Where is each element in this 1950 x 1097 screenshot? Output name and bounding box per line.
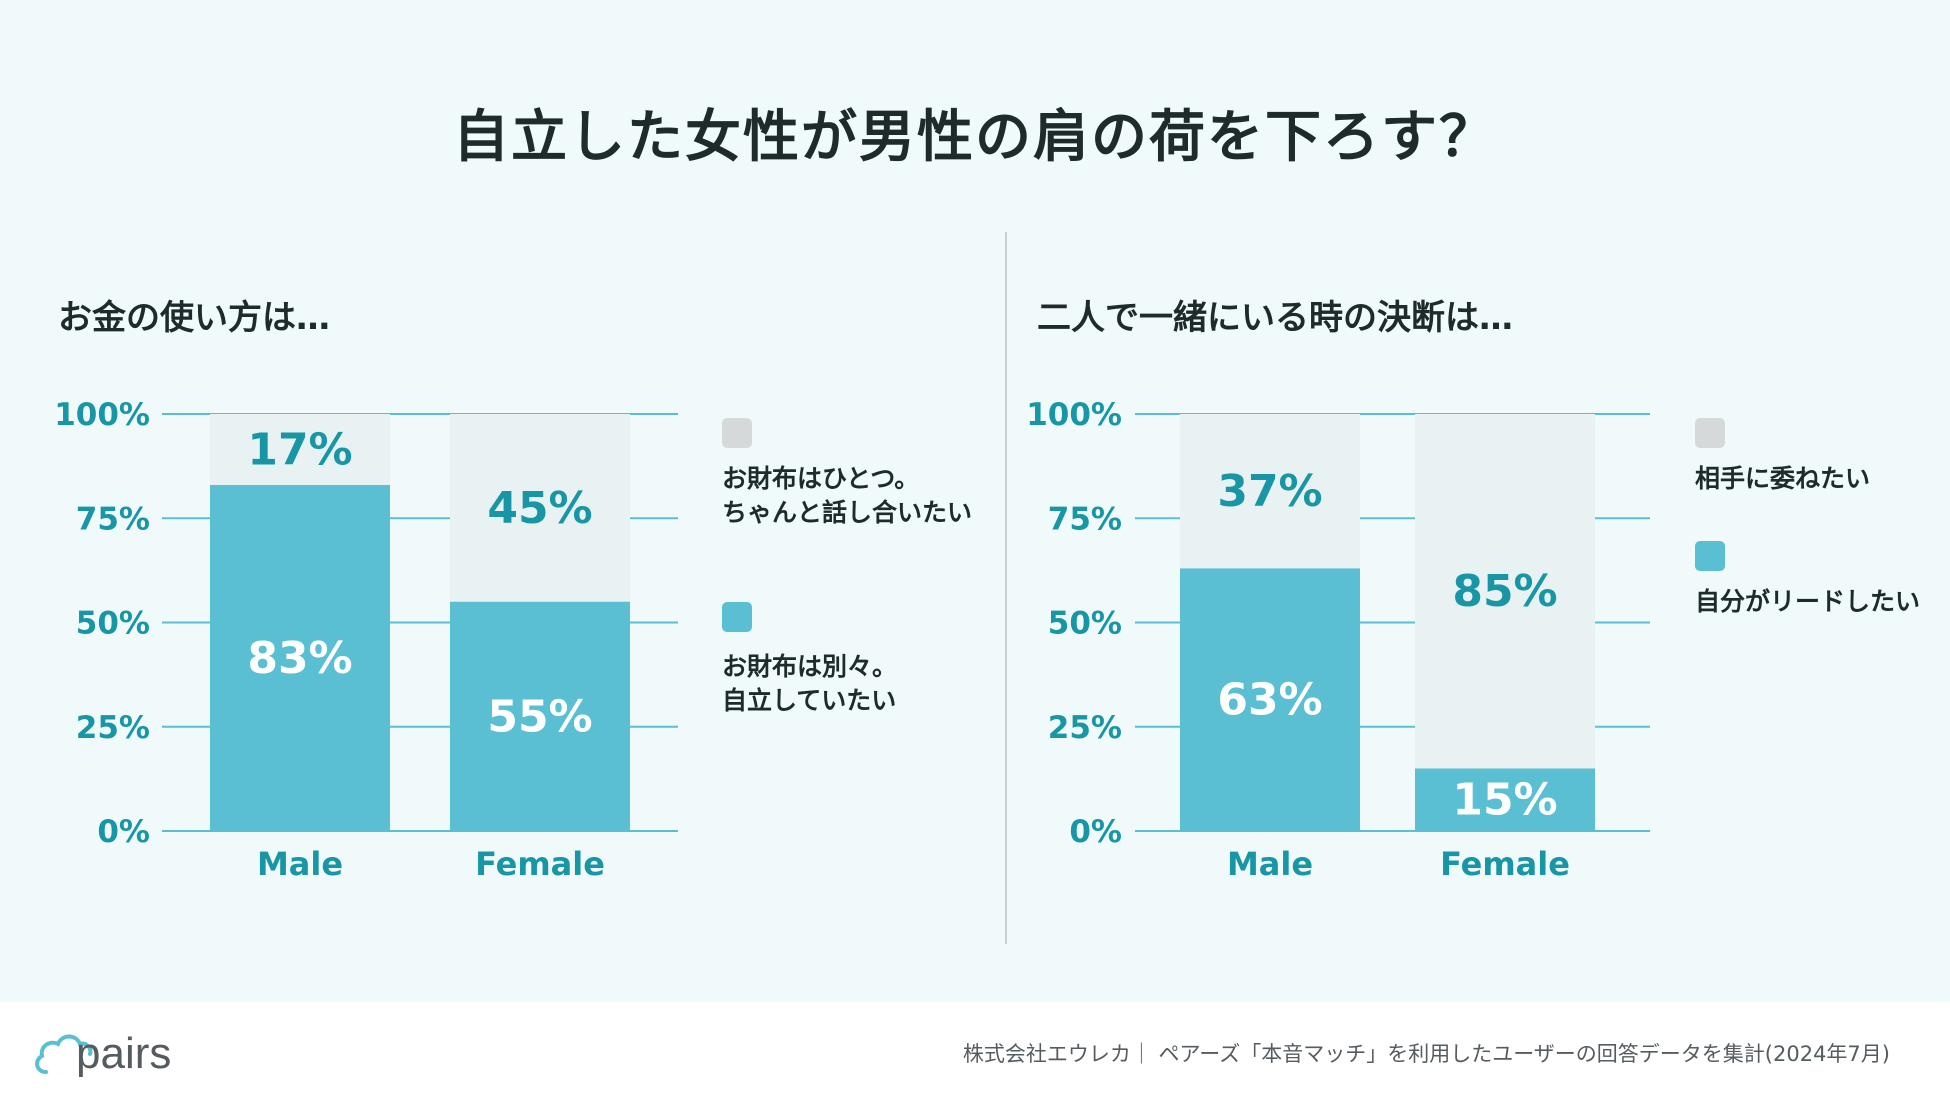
data-label: 85% (1452, 566, 1557, 617)
pairs-logo: pairs (35, 1029, 171, 1078)
bar-segment (1415, 768, 1595, 831)
bar-segment (1180, 414, 1360, 569)
x-category-label: Male (1227, 845, 1313, 883)
bar-segment (1415, 414, 1595, 769)
y-tick-label: 50% (1048, 606, 1122, 642)
data-label: 17% (247, 424, 352, 475)
data-label: 45% (487, 483, 592, 534)
cloud-icon (35, 1034, 93, 1074)
x-category-label: Female (1440, 845, 1570, 883)
data-label: 55% (487, 691, 592, 742)
x-category-label: Female (475, 845, 605, 883)
legend-swatch (722, 418, 752, 448)
data-label: 63% (1217, 675, 1322, 726)
y-tick-label: 100% (1026, 397, 1122, 433)
data-label: 83% (247, 633, 352, 684)
y-tick-label: 100% (54, 397, 150, 433)
bar-segment (210, 484, 390, 831)
legend-label: 相手に委ねたい (1695, 464, 1871, 493)
legend-label: 自立していたい (722, 686, 897, 715)
y-tick-label: 75% (1048, 501, 1122, 537)
legend-label: お財布は別々。 (722, 652, 898, 681)
legend-swatch (722, 602, 752, 632)
legend-label: ちゃんと話し合いたい (722, 498, 973, 527)
bar-segment (450, 601, 630, 831)
y-tick-label: 75% (76, 501, 150, 537)
y-tick-label: 0% (97, 814, 150, 850)
bar-segment (450, 414, 630, 602)
logo-wordmark: pairs (76, 1029, 171, 1078)
page-title: 自立した女性が男性の肩の荷を下ろす？ (453, 105, 1497, 170)
y-tick-label: 0% (1069, 814, 1122, 850)
y-tick-label: 25% (1048, 710, 1122, 746)
legend-swatch (1695, 541, 1725, 571)
y-tick-label: 25% (76, 710, 150, 746)
footer: pairs 株式会社エウレカ｜ ペアーズ「本音マッチ」を利用したユーザーの回答デ… (0, 1002, 1950, 1097)
bar-segment (210, 414, 390, 485)
y-tick-label: 50% (76, 606, 150, 642)
x-category-label: Male (257, 845, 343, 883)
legend-swatch (1695, 418, 1725, 448)
chart-1-title: お金の使い方は… (58, 298, 330, 338)
legend-label: 自分がリードしたい (1695, 587, 1921, 616)
source-note: 株式会社エウレカ｜ ペアーズ「本音マッチ」を利用したユーザーの回答データを集計(… (962, 1042, 1890, 1066)
legend-label: お財布はひとつ。 (722, 464, 920, 493)
data-label: 37% (1217, 466, 1322, 517)
data-label: 15% (1452, 775, 1557, 826)
stacked-bar-charts: 0% 25% 50% 75% 100% 83% 17% Male 55% 45% Female 0% 2… (54, 397, 1650, 883)
panel-divider (1005, 232, 1007, 944)
bar-segment (1180, 568, 1360, 831)
chart-2-title: 二人で一緒にいる時の決断は… (1037, 298, 1513, 338)
